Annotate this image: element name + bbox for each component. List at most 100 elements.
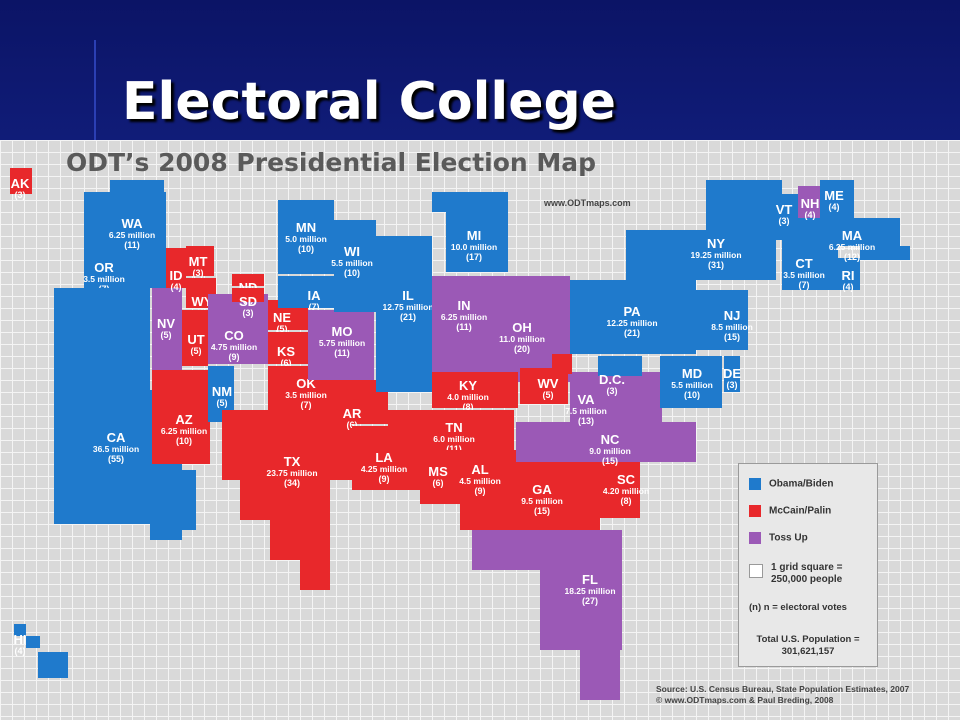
- state-ut: UT(5): [182, 310, 208, 366]
- state-pop-label: 5.0 million: [285, 234, 327, 244]
- state-ev-label: (31): [708, 260, 724, 270]
- legend-grid-note: 1 grid square = 250,000 people: [749, 562, 869, 586]
- state-abbr-label: PA: [623, 304, 641, 319]
- map-legend: Obama/Biden McCain/Palin Toss Up 1 grid …: [738, 463, 878, 667]
- state-abbr-label: WA: [122, 216, 144, 231]
- state-nv: NV(5): [152, 288, 182, 384]
- state-abbr-label: AR: [343, 406, 362, 421]
- state-ky: KY4.0 million(8): [432, 372, 518, 412]
- state-dc: D.C.(3): [598, 356, 642, 396]
- state-ev-label: (5): [543, 390, 554, 400]
- state-ev-label: (21): [624, 328, 640, 338]
- state-hi: HI(4): [14, 624, 68, 678]
- state-al: AL4.5 million(9): [459, 450, 502, 530]
- state-sc: SC4.20 million(8): [584, 462, 649, 518]
- state-ev-label: (17): [466, 252, 482, 262]
- state-pop-label: 4.0 million: [447, 392, 489, 402]
- slide-title: Electoral College: [122, 72, 616, 132]
- state-shape-nc: [516, 422, 696, 462]
- state-shape-fl: [472, 530, 622, 570]
- state-abbr-label: NY: [707, 236, 725, 251]
- state-abbr-label: NC: [601, 432, 620, 447]
- state-shape-ny: [706, 180, 782, 240]
- state-ev-label: (5): [161, 330, 172, 340]
- state-pop-label: 10.0 million: [451, 242, 497, 252]
- map-url: www.ODTmaps.com: [544, 198, 631, 208]
- state-pop-label: 6.25 million: [109, 230, 155, 240]
- state-ev-label: (5): [277, 324, 288, 334]
- state-ev-label: (10): [176, 436, 192, 446]
- legend-obama: Obama/Biden: [749, 478, 833, 490]
- state-wa: WA6.25 million(11): [84, 180, 166, 262]
- state-ev-label: (7): [309, 302, 320, 312]
- state-ak: AK(3): [10, 168, 32, 200]
- state-pop-label: 4.25 million: [361, 464, 407, 474]
- state-ev-label: (27): [582, 596, 598, 606]
- state-shape-ga: [502, 450, 600, 530]
- state-shape-ri: [838, 258, 860, 290]
- state-shape-al: [460, 450, 502, 530]
- legend-total-label: Total U.S. Population =: [756, 634, 860, 645]
- state-shape-il: [376, 236, 432, 392]
- state-abbr-label: MT: [189, 254, 208, 269]
- state-shape-mn: [278, 200, 334, 274]
- state-ev-label: (3): [779, 216, 790, 226]
- state-shape-ut: [182, 310, 208, 366]
- state-abbr-label: FL: [582, 572, 598, 587]
- legend-tossup: Toss Up: [749, 532, 808, 544]
- state-shape-ak: [10, 168, 32, 194]
- state-abbr-label: GA: [532, 482, 552, 497]
- state-pop-label: 23.75 million: [266, 468, 317, 478]
- state-shape-ky: [432, 372, 518, 408]
- state-pop-label: 4.5 million: [459, 476, 501, 486]
- state-ma: MA6.25 million(12): [782, 218, 910, 262]
- state-ri: RI(4): [838, 258, 860, 292]
- state-shape-hi: [38, 652, 68, 678]
- state-abbr-label: MS: [428, 464, 448, 479]
- state-ev-label: (7): [799, 280, 810, 290]
- state-shape-ca: [54, 288, 150, 524]
- state-abbr-label: ID: [170, 268, 183, 283]
- state-ga: GA9.5 million(15): [502, 450, 600, 530]
- state-ev-label: (15): [602, 456, 618, 466]
- state-ev-label: (34): [284, 478, 300, 488]
- state-ev-label: (11): [334, 348, 350, 358]
- state-ev-label: (3): [727, 380, 738, 390]
- state-abbr-label: UT: [187, 332, 204, 347]
- state-ev-label: (9): [475, 486, 486, 496]
- state-pop-label: 3.5 million: [285, 390, 327, 400]
- state-abbr-label: VT: [776, 202, 793, 217]
- state-abbr-label: DE: [723, 366, 741, 381]
- state-pop-label: 18.25 million: [564, 586, 615, 596]
- state-shape-co: [208, 294, 268, 364]
- state-mo: MO5.75 million(11): [308, 310, 374, 380]
- legend-obama-label: Obama/Biden: [769, 478, 834, 490]
- state-ev-label: (4): [805, 210, 816, 220]
- state-abbr-label: WV: [538, 376, 559, 391]
- state-shape-nj: [696, 290, 748, 350]
- state-mt: MT(3): [186, 246, 214, 278]
- state-ev-label: (11): [446, 444, 462, 454]
- state-shape-sd: [232, 288, 264, 302]
- state-abbr-label: NV: [157, 316, 175, 331]
- state-ev-label: (12): [844, 252, 860, 262]
- state-ok: OK3.5 million(7): [268, 366, 338, 410]
- state-pop-label: 5.5 million: [331, 258, 373, 268]
- state-shape-va: [570, 372, 662, 422]
- state-az: AZ6.25 million(10): [152, 370, 210, 464]
- state-abbr-label: ME: [824, 188, 844, 203]
- state-abbr-label: MI: [467, 228, 481, 243]
- state-ev-label: (21): [400, 312, 416, 322]
- state-abbr-label: OR: [94, 260, 114, 275]
- state-abbr-label: VA: [577, 392, 595, 407]
- state-co: CO4.75 million(9): [208, 294, 268, 364]
- state-ev-label: (6): [347, 420, 358, 430]
- state-shape-tx: [270, 520, 330, 560]
- state-ev-label: (9): [379, 474, 390, 484]
- state-shape-sc: [584, 462, 640, 518]
- state-shape-in: [432, 276, 488, 380]
